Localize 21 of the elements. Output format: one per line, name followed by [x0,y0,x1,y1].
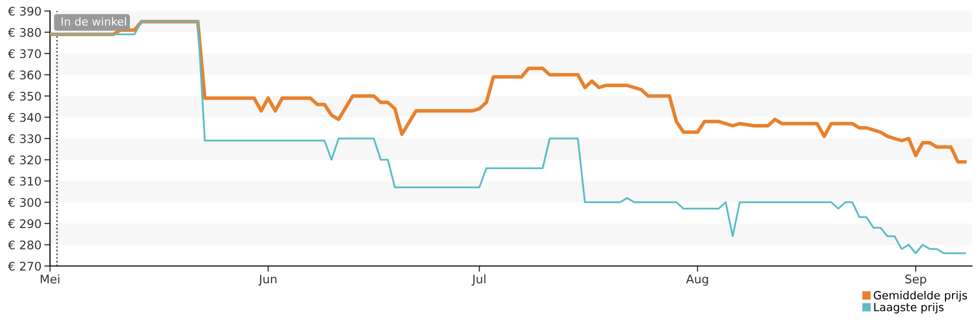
y-tick-label: € 370 [8,49,41,58]
y-tick-label: € 270 [8,262,41,271]
x-tick-label: Jun [258,274,276,286]
y-tick-label: € 280 [8,240,41,250]
x-tick-label: Sep [905,274,926,286]
y-tick-label: € 320 [8,155,41,164]
y-tick-label: € 300 [8,198,41,207]
y-tick-label: € 310 [8,176,41,186]
x-tick-label: Jul [472,274,486,286]
x-tick-label: Mei [40,274,60,284]
x-tick-label: Aug [686,274,708,286]
y-tick-label: € 350 [8,92,41,101]
y-tick-label: € 380 [8,28,41,37]
y-tick-label: € 330 [8,134,41,144]
legend-label: Laagste prijs [874,302,944,314]
legend-label: Gemiddelde prijs [874,290,968,302]
y-tick-label: € 360 [8,70,41,80]
y-tick-label: € 290 [8,219,41,228]
y-tick-label: € 390 [8,6,41,16]
ref-line-label: In de winkel [62,17,126,26]
y-tick-label: € 340 [8,112,41,122]
